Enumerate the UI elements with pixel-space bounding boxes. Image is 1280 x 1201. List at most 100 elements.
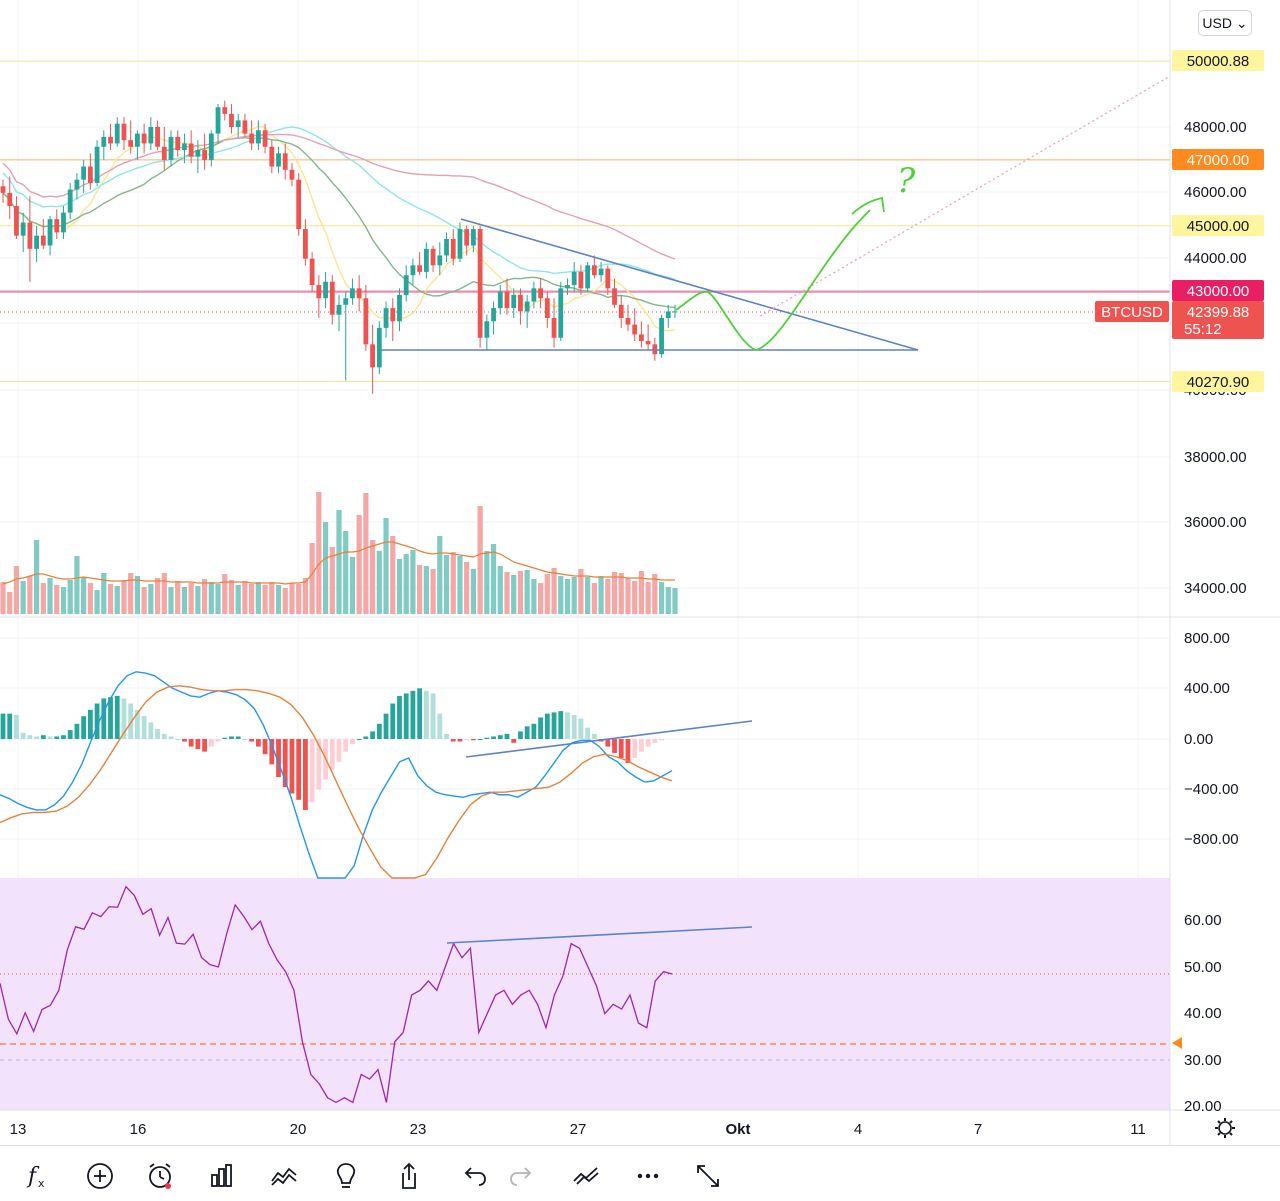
question-mark-annotation: ? <box>897 161 916 201</box>
price-axis-labels[interactable]: 48000.0046000.0044000.0040000.0038000.00… <box>1184 119 1247 597</box>
macd-histogram-bar <box>0 713 6 739</box>
macd-histogram-bar <box>578 718 584 739</box>
more-dots-icon[interactable] <box>632 1160 664 1192</box>
volume-bar <box>585 577 591 614</box>
macd-histogram-bar <box>376 723 382 739</box>
volume-bar <box>302 578 308 614</box>
macd-histogram-bar <box>188 739 194 747</box>
volume-bar <box>524 570 530 614</box>
compare-chart-icon[interactable] <box>268 1160 300 1192</box>
projection-dotted-line[interactable] <box>759 75 1171 317</box>
candle <box>47 215 53 256</box>
candle <box>61 206 66 239</box>
macd-histogram-bar <box>141 716 147 739</box>
candle <box>350 278 355 305</box>
macd-histogram-bar <box>7 713 13 739</box>
volume-bar <box>101 573 107 614</box>
volume-bar <box>242 581 248 614</box>
volume-bar <box>370 540 376 614</box>
trend-drawings[interactable]: ? <box>380 75 1171 351</box>
candle <box>471 225 476 253</box>
price-level-tag: 47000.00 <box>1172 149 1264 170</box>
candle <box>417 252 423 276</box>
last-price-value: 42399.88 <box>1187 304 1250 321</box>
volume-bar <box>618 573 624 614</box>
macd-histogram-bar <box>114 695 120 739</box>
macd-axis-labels: 800.00 400.00 0.00 −400.00 −800.00 <box>1184 630 1239 848</box>
bar-chart-icon[interactable] <box>206 1160 238 1192</box>
fullscreen-expand-icon[interactable] <box>692 1160 724 1192</box>
volume-bar <box>175 581 181 614</box>
svg-text:45000.00: 45000.00 <box>1187 218 1250 235</box>
undo-icon[interactable] <box>458 1160 490 1192</box>
rsi-trendline[interactable] <box>446 926 753 944</box>
candle <box>578 265 584 295</box>
descending-trendline[interactable] <box>460 218 919 351</box>
candle <box>531 281 537 309</box>
macd-histogram-bar <box>450 739 456 742</box>
rsi-axis-labels: 60.00 50.00 40.00 30.00 20.00 <box>1184 912 1222 1115</box>
volume-bar <box>195 586 201 614</box>
candle <box>128 120 134 154</box>
macd-histogram-bar <box>215 739 221 742</box>
add-plus-icon[interactable] <box>84 1160 116 1192</box>
candle <box>282 143 288 180</box>
volume-bar <box>208 582 214 614</box>
candle <box>276 146 281 174</box>
rsi-band <box>0 878 1170 1110</box>
price-level-tags: 50000.88 47000.00 45000.00 43000.00 40270.90 <box>1172 50 1264 392</box>
macd-histogram-bar <box>632 739 638 759</box>
volume-bar <box>591 583 597 614</box>
volume-bar <box>665 587 671 614</box>
candle <box>497 285 503 315</box>
volume-bar <box>390 536 396 614</box>
volume-bar <box>296 584 302 614</box>
candle <box>121 117 127 151</box>
volume-bar <box>275 585 282 614</box>
volume-bar <box>410 550 416 614</box>
time-axis-labels[interactable]: 13 16 20 23 27 Okt 4 7 11 <box>10 1121 1146 1138</box>
macd-histogram-bar <box>229 736 234 739</box>
candle <box>20 212 26 253</box>
candle <box>182 133 187 164</box>
last-price-tag: BTCUSD 42399.88 55:12 <box>1095 301 1264 339</box>
chevron-down-icon: ⌄ <box>1231 15 1248 31</box>
price-level-tag: 43000.00 <box>1172 280 1264 301</box>
candle <box>141 123 147 154</box>
idea-lightbulb-icon[interactable] <box>330 1160 362 1192</box>
macd-trendline[interactable] <box>465 720 753 758</box>
volume-bar <box>148 584 154 614</box>
candle <box>598 262 604 282</box>
macd-histogram-bar <box>471 739 476 741</box>
candle <box>316 275 322 318</box>
volume-bar <box>504 572 510 614</box>
volume-bar <box>403 554 409 614</box>
rsi-axis-label: 50.00 <box>1184 959 1222 976</box>
drawings-icon[interactable] <box>570 1160 602 1192</box>
share-icon[interactable] <box>392 1160 424 1192</box>
candle <box>376 321 382 374</box>
volume-bar <box>538 583 544 614</box>
volume-bar <box>202 579 208 614</box>
candle <box>148 117 154 151</box>
symbol-label: BTCUSD <box>1101 304 1163 321</box>
volume-bar <box>531 579 537 614</box>
candle <box>329 275 335 325</box>
forecast-path[interactable] <box>675 209 871 351</box>
candle <box>558 281 564 342</box>
currency-selector[interactable]: USD ⌄ <box>1198 10 1252 36</box>
settings-gear-icon[interactable] <box>1215 1118 1235 1138</box>
alert-clock-icon[interactable] <box>144 1160 176 1192</box>
volume-bar <box>558 576 564 614</box>
redo-icon[interactable] <box>506 1160 538 1192</box>
volume-bar <box>154 578 161 614</box>
volume-bar <box>470 569 476 614</box>
time-axis-label: 16 <box>130 1121 147 1138</box>
macd-histogram-bar <box>148 722 154 739</box>
macd-histogram-bar <box>659 739 664 741</box>
candle <box>289 163 295 187</box>
macd-histogram-bar <box>370 731 375 739</box>
